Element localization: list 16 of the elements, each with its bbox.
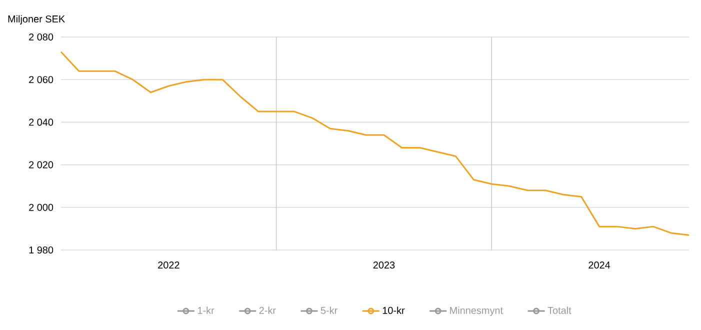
legend-label: Minnesmynt: [450, 306, 503, 316]
y-tick-label: 1 980: [29, 246, 54, 254]
legend-label: 2-kr: [259, 306, 276, 314]
x-tick-label: 2023: [373, 262, 395, 269]
y-tick-label: 2 000: [29, 204, 54, 211]
legend-label: 10-kr: [382, 306, 405, 314]
y-tick-label: 2 060: [29, 76, 54, 84]
x-tick-label: 2024: [588, 262, 610, 269]
x-tick-label: 2022: [158, 262, 180, 269]
y-tick-label: 2 040: [29, 118, 54, 126]
legend-label: 5-kr: [320, 306, 338, 314]
legend-label: Totalt: [548, 306, 572, 314]
y-tick-label: 2 080: [29, 33, 54, 41]
y-tick-label: 2 020: [29, 161, 54, 168]
y-axis-title: Miljoner SEK: [8, 15, 65, 24]
legend-label: 1-kr: [198, 306, 214, 314]
